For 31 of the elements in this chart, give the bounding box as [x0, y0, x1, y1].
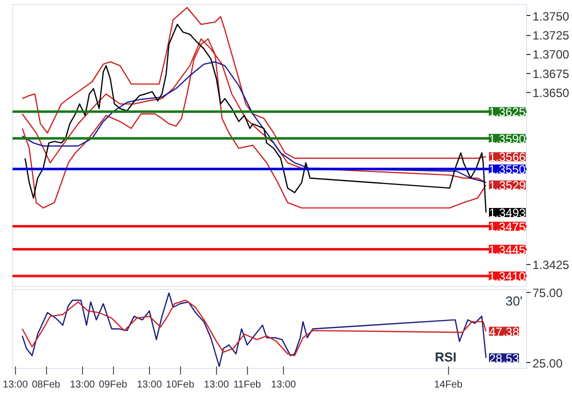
ref-line-label: 1.3475 [488, 220, 526, 234]
ref-line-label: 1.3445 [488, 242, 526, 257]
y-tick-label: 1.3675 [532, 66, 570, 81]
data-label: 1.3493 [488, 206, 526, 220]
x-tick-label: 10Feb [166, 380, 195, 390]
x-tick-label: 11Feb [233, 380, 262, 390]
x-tick-label: 14Feb [434, 380, 463, 390]
x-tick-label: 13:00 [204, 380, 230, 390]
data-label: 1.3566 [488, 150, 526, 164]
annotation: RSI [434, 350, 456, 364]
y-tick-label: 1.3750 [532, 9, 570, 24]
ref-line-label: 1.3625 [488, 105, 526, 120]
ref-line-label: 1.3410 [488, 270, 526, 284]
x-tick-label: 09Feb [98, 380, 128, 390]
ref-line-label: 1.3550 [488, 162, 526, 176]
x-tick-label: 13:00 [2, 380, 28, 390]
x-tick-label: 13:00 [270, 380, 296, 390]
y-tick-label: 75.00 [532, 286, 563, 300]
data-label: 47.38 [488, 324, 520, 339]
x-tick-label: 13:00 [136, 380, 162, 390]
annotation: 30' [506, 294, 523, 308]
data-label: 28.53 [488, 351, 520, 366]
x-tick-label: 13:00 [70, 380, 96, 390]
ref-line-label: 1.3590 [488, 132, 526, 146]
y-tick-label: 1.3650 [532, 86, 570, 100]
y-tick-label: 1.3725 [532, 28, 570, 43]
y-tick-label: 25.00 [532, 356, 563, 370]
y-tick-label: 1.3700 [532, 48, 570, 62]
data-label: 1.3529 [488, 178, 526, 193]
y-tick-label: 1.3425 [532, 258, 570, 272]
x-tick-label: 08Feb [32, 380, 61, 390]
